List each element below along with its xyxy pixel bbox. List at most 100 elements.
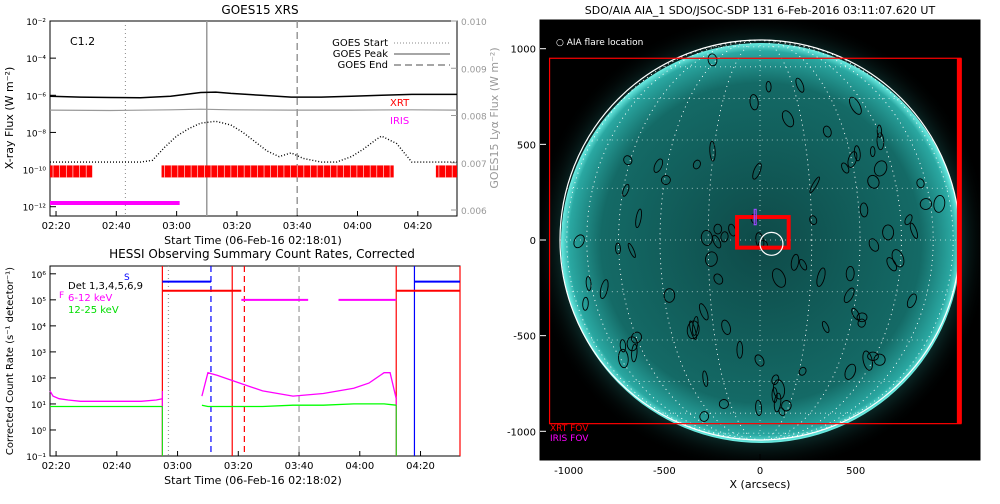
goes-y2-tick-label: 0.008	[461, 113, 487, 123]
hessi-panel: HESSI Observing Summary Count Rates, Cor…	[5, 247, 461, 487]
goes-y-tick-label: 10⁻²	[26, 18, 46, 28]
hessi-legend-band2: 12-25 keV	[68, 305, 119, 316]
hessi-title: HESSI Observing Summary Count Rates, Cor…	[109, 247, 415, 261]
aia-longitude-line	[659, 39, 861, 441]
aia-contour	[752, 162, 762, 180]
aia-contour	[851, 307, 860, 321]
aia-contour	[886, 257, 898, 272]
goes-y2-tick-label: 0.007	[461, 160, 487, 170]
aia-contour	[781, 400, 792, 412]
hessi-x-tick-label: 03:40	[285, 461, 314, 472]
goes-plot-frame	[49, 20, 458, 217]
hessi-y-tick-label: 10⁵	[31, 297, 46, 307]
hessi-6-12-kev-line	[49, 390, 163, 402]
aia-contour	[692, 316, 699, 336]
aia-x-ticks: -1000 -500 0 500	[554, 454, 865, 477]
aia-iris-fov	[753, 208, 757, 226]
aia-contour	[771, 268, 787, 288]
goes-short-line	[50, 120, 457, 163]
aia-x-tick-label: 0	[757, 466, 763, 477]
hessi-12-25-kev-line	[201, 403, 397, 408]
legend-goes-end: GOES End	[338, 60, 388, 71]
aia-sun-disk	[561, 43, 961, 443]
goes-x-tick-label: 03:20	[223, 221, 252, 232]
aia-contour	[933, 194, 946, 213]
legend-goes-peak: GOES Peak	[333, 49, 388, 60]
aia-y-tick-label: 0	[530, 236, 536, 247]
hessi-y-ticks: 10⁶ 10⁵ 10⁴ 10³ 10² 10¹ 10⁰ 10⁻¹	[26, 271, 56, 463]
aia-contours	[573, 53, 946, 422]
goes-marks	[49, 21, 458, 216]
goes-long-line	[49, 91, 457, 99]
aia-contour	[635, 208, 643, 229]
aia-contour	[689, 320, 697, 340]
aia-contour	[845, 265, 855, 282]
aia-contour	[618, 348, 629, 369]
aia-contour	[585, 276, 592, 291]
goes-xrt-bar	[435, 165, 457, 178]
aia-x-tick-label: -1000	[554, 466, 583, 477]
aia-contour	[623, 155, 633, 166]
aia-y-ticks: 1000 500 0 -500 -1000	[507, 45, 546, 438]
legend-goes-start: GOES Start	[332, 38, 388, 49]
goes-x-tick-label: 04:20	[403, 221, 432, 232]
aia-contour	[736, 340, 744, 359]
hessi-x-label: Start Time (06-Feb-16 02:18:02)	[164, 474, 342, 487]
hessi-flag-s: S	[124, 273, 130, 283]
goes-y-tick-label: 10⁻⁸	[26, 129, 46, 139]
goes-iris-bar	[50, 201, 180, 205]
aia-contour	[816, 267, 826, 287]
aia-contour	[619, 339, 627, 353]
aia-contour	[721, 319, 732, 335]
aia-contour	[904, 214, 913, 226]
aia-x-tick-label: -500	[653, 466, 676, 477]
aia-contour	[781, 110, 795, 128]
aia-contour	[663, 288, 676, 303]
aia-contour	[712, 234, 722, 249]
hessi-marks	[49, 266, 461, 456]
aia-contour	[798, 366, 807, 376]
hessi-x-tick-label: 04:00	[345, 461, 374, 472]
aia-x-tick-label: 500	[846, 466, 865, 477]
aia-contour	[799, 258, 808, 271]
aia-contour	[822, 125, 832, 138]
aia-contour	[821, 320, 830, 334]
aia-contour	[699, 411, 710, 422]
aia-iris-fov-label: IRIS FOV	[550, 434, 589, 444]
aia-xrt-fov-edge	[956, 58, 962, 424]
aia-contour	[705, 251, 718, 267]
aia-contour	[876, 132, 885, 151]
goes-legend: GOES Start GOES Peak GOES End	[332, 38, 450, 71]
aia-contour	[853, 145, 861, 162]
hessi-y-tick-label: 10²	[31, 375, 46, 385]
aia-contour	[582, 296, 589, 311]
aia-contour	[873, 353, 886, 366]
aia-contour	[630, 331, 643, 344]
goes-title: GOES15 XRS	[221, 3, 298, 17]
aia-contour	[867, 351, 879, 361]
goes-y-tick-label: 10⁻¹⁰	[23, 167, 47, 177]
goes-xrt-bar	[50, 165, 93, 178]
aia-contour	[841, 162, 850, 174]
aia-y-tick-label: -500	[513, 332, 536, 343]
aia-contour	[627, 242, 636, 258]
hessi-y-tick-label: 10⁻¹	[26, 453, 46, 463]
hessi-y-label: Corrected Count Rate (s⁻¹ detector⁻¹)	[5, 267, 16, 455]
hessi-x-tick-label: 03:00	[163, 461, 192, 472]
goes-y-label: X-ray Flux (W m⁻²)	[3, 67, 16, 169]
aia-contour	[916, 178, 925, 189]
goes-x-tick-label: 03:40	[283, 221, 312, 232]
aia-contour	[765, 80, 772, 93]
aia-contour	[795, 77, 805, 93]
aia-image	[540, 20, 980, 460]
aia-contour	[909, 222, 919, 239]
hessi-x-tick-label: 03:20	[224, 461, 253, 472]
aia-contour	[599, 279, 609, 299]
aia-contour	[653, 158, 664, 173]
aia-contour	[856, 312, 868, 323]
aia-xrt-fov	[735, 215, 791, 250]
aia-contour	[755, 399, 763, 417]
aia-flare-circle	[759, 231, 784, 256]
